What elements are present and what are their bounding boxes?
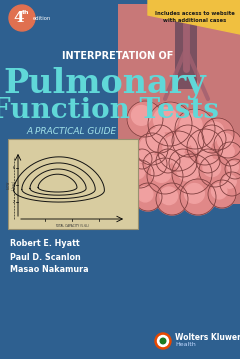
Text: Masao Nakamura: Masao Nakamura xyxy=(10,266,89,275)
Circle shape xyxy=(155,333,171,349)
Circle shape xyxy=(126,160,154,188)
Circle shape xyxy=(130,163,145,179)
Circle shape xyxy=(196,149,220,173)
Polygon shape xyxy=(148,0,240,34)
Circle shape xyxy=(180,179,216,215)
Circle shape xyxy=(228,162,239,173)
Text: FLOW
(L/sec): FLOW (L/sec) xyxy=(7,180,15,190)
Circle shape xyxy=(206,122,224,140)
Circle shape xyxy=(127,101,163,137)
Circle shape xyxy=(159,152,172,165)
Circle shape xyxy=(158,131,198,171)
Circle shape xyxy=(160,338,166,344)
Circle shape xyxy=(223,175,236,188)
Text: 4: 4 xyxy=(13,183,15,187)
Circle shape xyxy=(177,159,199,181)
Circle shape xyxy=(218,142,240,166)
Circle shape xyxy=(154,107,178,132)
Text: Wolters Kluwer: Wolters Kluwer xyxy=(175,332,240,341)
Text: 6: 6 xyxy=(13,166,15,170)
Circle shape xyxy=(202,118,234,150)
Circle shape xyxy=(211,183,227,199)
Circle shape xyxy=(163,136,185,158)
Circle shape xyxy=(176,129,194,146)
Text: edition: edition xyxy=(33,15,51,20)
Circle shape xyxy=(214,130,240,158)
Circle shape xyxy=(134,183,162,211)
Circle shape xyxy=(150,129,165,144)
Circle shape xyxy=(198,125,226,153)
Text: INTERPRETATION OF: INTERPRETATION OF xyxy=(62,51,174,61)
Circle shape xyxy=(169,149,197,177)
Circle shape xyxy=(199,152,212,165)
FancyBboxPatch shape xyxy=(118,4,240,204)
Circle shape xyxy=(132,106,151,125)
Text: 4: 4 xyxy=(14,11,24,25)
Circle shape xyxy=(199,155,231,187)
Text: Pulmonary: Pulmonary xyxy=(4,67,206,101)
Circle shape xyxy=(138,186,153,202)
Text: th: th xyxy=(22,10,29,15)
Circle shape xyxy=(9,5,35,31)
Circle shape xyxy=(225,159,240,179)
Circle shape xyxy=(151,163,171,182)
Circle shape xyxy=(173,153,188,168)
Text: 2: 2 xyxy=(13,200,15,204)
Circle shape xyxy=(172,154,212,194)
Text: Robert E. Hyatt: Robert E. Hyatt xyxy=(10,239,80,248)
Circle shape xyxy=(156,183,188,215)
Circle shape xyxy=(220,172,240,196)
FancyBboxPatch shape xyxy=(8,139,138,229)
Circle shape xyxy=(175,109,215,149)
Text: Includes access to website
with additional cases: Includes access to website with addition… xyxy=(155,11,235,23)
Circle shape xyxy=(134,151,145,163)
Circle shape xyxy=(140,137,158,155)
Circle shape xyxy=(156,149,180,173)
Circle shape xyxy=(172,125,204,157)
Circle shape xyxy=(132,149,152,169)
Text: TOTAL CAPACITY (5.6L): TOTAL CAPACITY (5.6L) xyxy=(55,224,89,228)
Circle shape xyxy=(143,152,167,176)
Circle shape xyxy=(136,133,168,165)
Text: Health: Health xyxy=(175,342,196,348)
Circle shape xyxy=(192,134,211,153)
Circle shape xyxy=(187,129,223,165)
Text: Paul D. Scanlon: Paul D. Scanlon xyxy=(10,252,81,261)
Circle shape xyxy=(146,125,174,153)
Circle shape xyxy=(208,180,236,208)
Text: Function Tests: Function Tests xyxy=(0,98,219,125)
Circle shape xyxy=(221,145,234,158)
Circle shape xyxy=(217,134,233,149)
Circle shape xyxy=(185,183,204,203)
Circle shape xyxy=(147,158,183,194)
Circle shape xyxy=(160,187,178,205)
Circle shape xyxy=(157,336,168,346)
Circle shape xyxy=(146,155,159,168)
Circle shape xyxy=(148,102,192,146)
Circle shape xyxy=(202,129,217,144)
FancyBboxPatch shape xyxy=(175,0,197,89)
Circle shape xyxy=(180,114,202,136)
Circle shape xyxy=(203,159,221,177)
Text: A PRACTICAL GUIDE: A PRACTICAL GUIDE xyxy=(27,126,117,135)
